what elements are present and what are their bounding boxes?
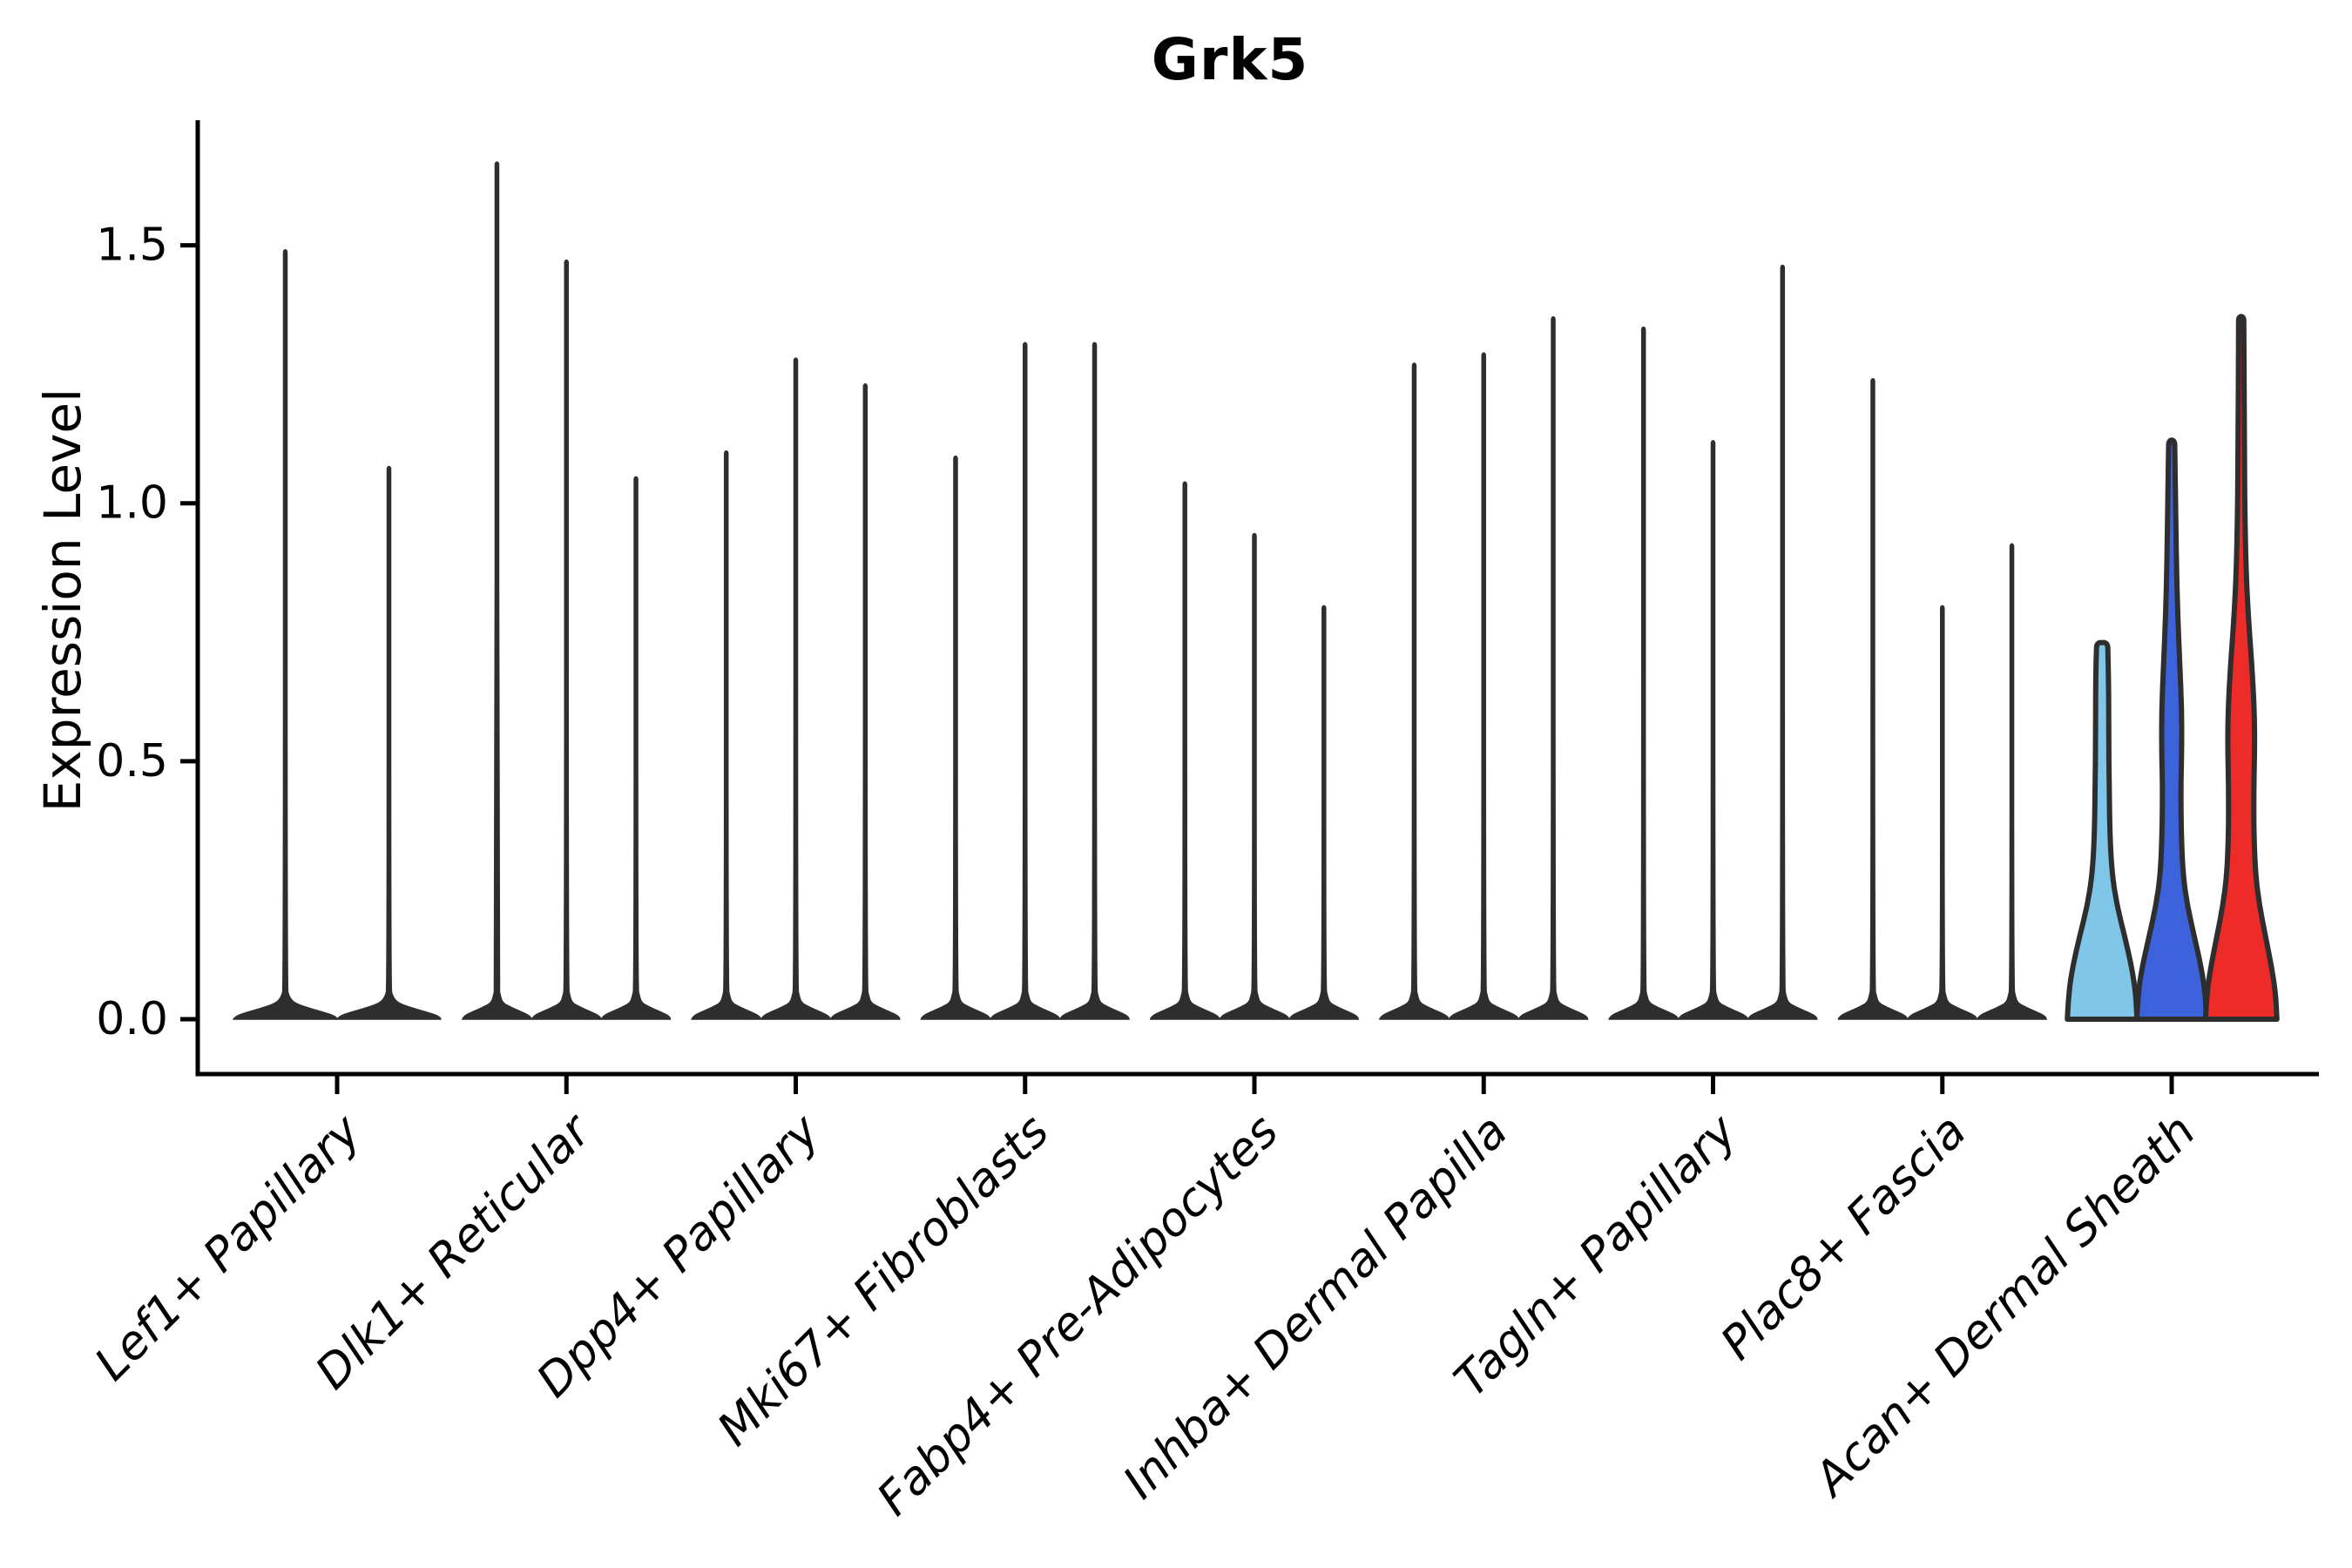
violin-4-1	[1219, 532, 1290, 1020]
violin-7-0	[1837, 378, 1909, 1020]
violin-4-0	[1149, 481, 1220, 1020]
violin-1-2	[600, 476, 672, 1020]
x-tick-label: Acan+ Dermal Sheath	[1803, 1105, 2207, 1508]
y-tick-label: 0.5	[96, 735, 168, 787]
violin-2-1	[760, 357, 831, 1020]
violin-8-0	[2065, 639, 2140, 1022]
violin-8-2	[2202, 314, 2280, 1022]
violin-5-2	[1517, 316, 1589, 1020]
x-tick-label: Fabp4+ Pre-Adipocytes	[868, 1105, 1289, 1526]
violin-6-2	[1747, 264, 1818, 1020]
violin-5-0	[1379, 362, 1450, 1020]
violin-3-2	[1059, 341, 1130, 1020]
violin-4-2	[1288, 605, 1360, 1020]
violin-2-2	[829, 383, 901, 1020]
y-tick-label: 1.0	[96, 477, 168, 530]
y-tick-label: 1.5	[96, 220, 168, 272]
chart-title: Grk5	[1151, 26, 1309, 93]
violin-1-0	[462, 161, 532, 1020]
violin-0-0	[233, 249, 338, 1020]
violin-3-0	[920, 455, 991, 1020]
violin-5-1	[1448, 352, 1519, 1020]
violin-2-0	[691, 450, 762, 1020]
x-tick-label: Inhba+ Dermal Papilla	[1113, 1105, 1517, 1509]
violin-7-1	[1907, 605, 1978, 1020]
y-tick-label: 0.0	[96, 993, 168, 1045]
violin-6-1	[1678, 440, 1748, 1020]
violin-6-0	[1608, 326, 1680, 1020]
violin-1-1	[531, 259, 602, 1020]
x-tick-label: Plac8+ Fascia	[1711, 1105, 1977, 1370]
violin-0-1	[336, 465, 442, 1020]
violin-3-1	[990, 341, 1061, 1020]
violin-7-2	[1977, 543, 2047, 1020]
violin-8-1	[2134, 437, 2209, 1022]
